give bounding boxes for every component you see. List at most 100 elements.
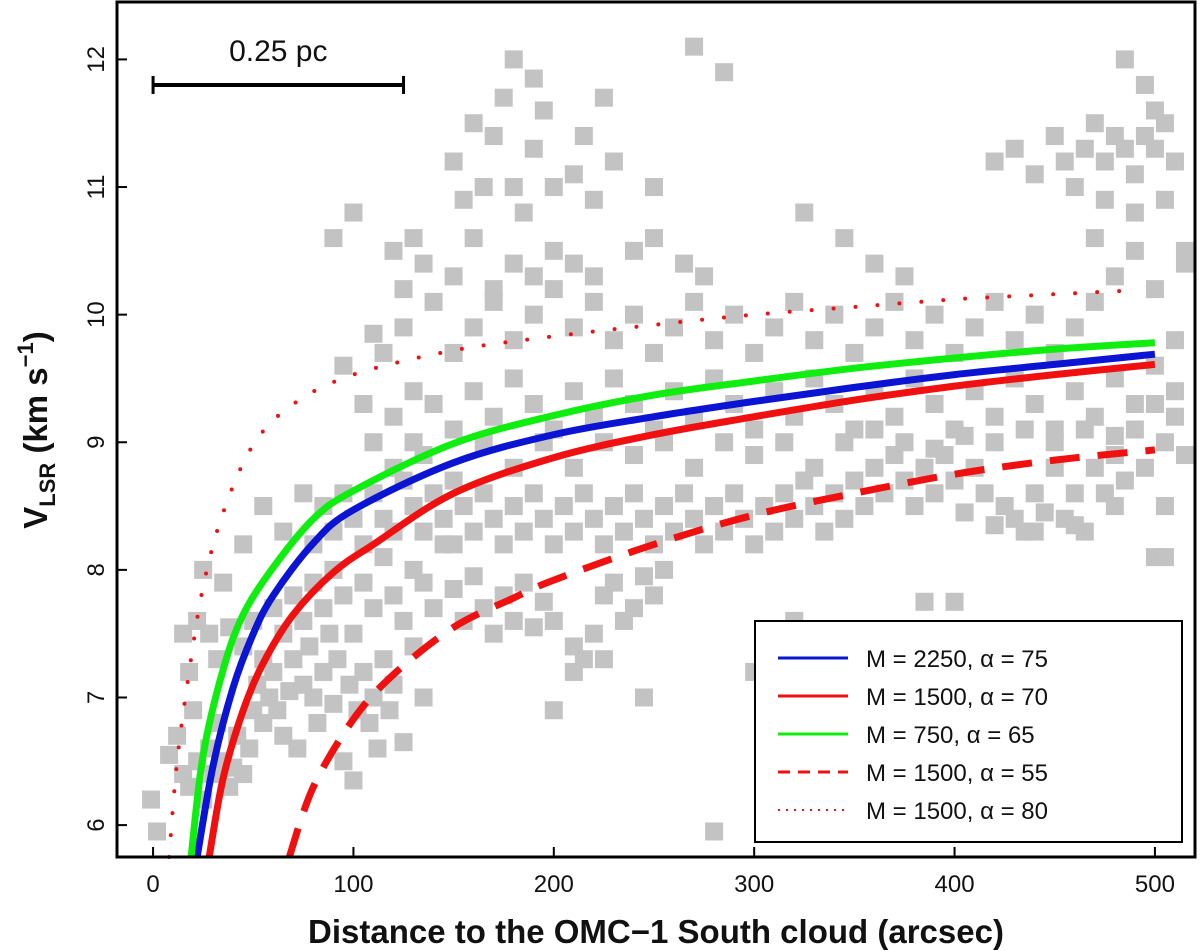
scatter-point <box>274 726 293 745</box>
scatter-point <box>414 522 433 541</box>
scatter-point <box>1135 458 1154 477</box>
scatter-point <box>1125 203 1144 222</box>
scatter-point <box>394 733 413 752</box>
scatter-point <box>634 688 653 707</box>
scatter-point <box>524 139 543 158</box>
scatter-point <box>454 497 473 516</box>
scatter-point <box>184 701 203 720</box>
scatter-point <box>644 343 663 362</box>
scatter-point <box>594 586 613 605</box>
scatter-point <box>160 745 179 764</box>
scatter-point <box>148 822 167 841</box>
scatter-point <box>695 535 714 554</box>
x-tick-label: 200 <box>534 871 574 898</box>
y-axis-title: VLSR (km s−1) <box>13 331 60 528</box>
scatter-point <box>344 203 363 222</box>
scatter-point <box>624 446 643 465</box>
scatter-point <box>234 535 253 554</box>
scatter-point <box>845 343 864 362</box>
series-line-3 <box>187 339 1156 858</box>
scatter-point <box>304 688 323 707</box>
scatter-point <box>384 407 403 426</box>
scatter-point <box>354 662 373 681</box>
scatter-point <box>484 509 503 528</box>
scatter-point <box>380 701 399 720</box>
scatter-point <box>1085 292 1104 311</box>
scatter-point <box>308 714 327 733</box>
scatter-point <box>274 522 293 541</box>
scatter-point <box>915 458 934 477</box>
scatter-point <box>885 407 904 426</box>
scatter-point <box>725 305 744 324</box>
scatter-point <box>644 229 663 248</box>
scatter-point <box>1165 382 1184 401</box>
scatter-point <box>374 343 393 362</box>
scatter-point <box>484 126 503 145</box>
scatter-point <box>504 50 523 69</box>
scatter-point <box>1115 471 1134 490</box>
scatter-point <box>1065 484 1084 503</box>
scatter-point <box>424 599 443 618</box>
scatter-point <box>444 535 463 554</box>
scatter-point <box>715 522 734 541</box>
scatter-point <box>564 165 583 184</box>
scatter-point <box>142 790 161 809</box>
scatter-point <box>444 420 463 439</box>
model-curves <box>167 288 1156 859</box>
scatter-point <box>384 241 403 260</box>
scatter-point <box>504 331 523 350</box>
scatter-point <box>254 714 273 733</box>
scatter-point <box>655 497 674 516</box>
scatter-point <box>1065 178 1084 197</box>
axis-ticks: 0 100 200 300 400 500 6 7 8 9 10 11 12 <box>83 46 1175 898</box>
scatter-point <box>524 394 543 413</box>
scatter-point <box>234 765 253 784</box>
scatter-point <box>174 624 193 643</box>
scatter-point <box>354 394 373 413</box>
scatter-point <box>544 280 563 299</box>
scatter-point <box>685 292 704 311</box>
scatter-point <box>324 694 343 713</box>
scatter-point <box>1075 420 1094 439</box>
scatter-point <box>394 611 413 630</box>
scatter-point <box>885 292 904 311</box>
scatter-point <box>584 267 603 286</box>
scatter-point <box>474 178 493 197</box>
scatter-point <box>334 586 353 605</box>
scatter-point <box>504 254 523 273</box>
scatter-point <box>624 305 643 324</box>
scatter-point <box>494 88 513 107</box>
scatter-point <box>180 662 199 681</box>
scatter-point <box>1155 548 1174 567</box>
plot-frame <box>115 0 1197 859</box>
y-tick-label: 7 <box>83 691 110 704</box>
scatter-point <box>354 573 373 592</box>
scatter-point <box>214 573 233 592</box>
scatter-point <box>368 739 387 758</box>
scatter-point <box>624 241 643 260</box>
scatter-point <box>805 458 824 477</box>
scatter-point <box>454 190 473 209</box>
scatter-point <box>775 433 794 452</box>
scatter-point <box>925 305 944 324</box>
scatter-point <box>1025 305 1044 324</box>
scatter-point <box>564 662 583 681</box>
scatter-point <box>504 611 523 630</box>
scatter-point <box>1115 139 1134 158</box>
legend-label-3: M = 750, α = 65 <box>866 722 1035 749</box>
scatter-point <box>865 458 884 477</box>
scatter-point <box>328 650 347 669</box>
scatter-point <box>705 497 724 516</box>
scatter-point <box>1075 139 1094 158</box>
scatter-point <box>284 650 303 669</box>
scatter-point <box>675 254 694 273</box>
scatter-point <box>514 522 533 541</box>
y-tick-label: 10 <box>83 301 110 328</box>
scatter-point <box>584 407 603 426</box>
scatter-point <box>314 599 333 618</box>
scatter-point <box>1165 152 1184 171</box>
scatter-point <box>985 407 1004 426</box>
scatter-point <box>168 726 187 745</box>
scatter-point <box>604 369 623 388</box>
scatter-point <box>554 497 573 516</box>
